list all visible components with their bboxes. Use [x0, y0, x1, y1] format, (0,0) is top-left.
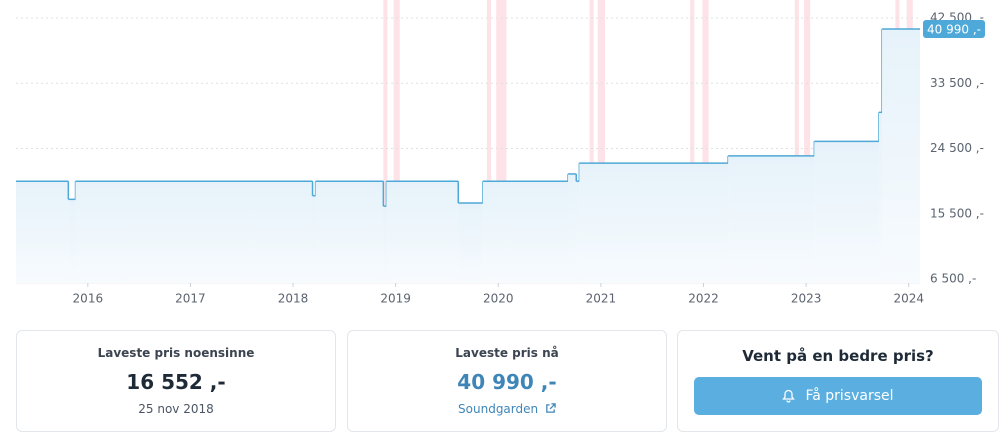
x-tick-label: 2021: [586, 292, 617, 306]
sale-band: [383, 0, 388, 283]
x-tick-label: 2022: [688, 292, 719, 306]
external-icon: [546, 403, 556, 413]
sale-band: [804, 0, 811, 283]
area-segment: [315, 181, 384, 283]
area-segment: [579, 163, 729, 283]
area-segment: [482, 181, 569, 283]
area-segment: [728, 155, 815, 283]
sale-band: [702, 0, 709, 283]
area-segment: [312, 195, 316, 283]
sale-band: [589, 0, 594, 283]
store-name[interactable]: Soundgarden: [458, 402, 539, 416]
alert-button[interactable]: Få prisvarsel: [694, 377, 982, 415]
x-tick-label: 2019: [380, 292, 411, 306]
area-segment: [16, 181, 69, 283]
y-tick-label: 33 500 ,-: [930, 76, 984, 90]
card-date: 25 nov 2018: [138, 402, 214, 416]
sale-band: [690, 0, 695, 283]
area-segment: [68, 199, 76, 283]
x-tick-label: 2018: [278, 292, 309, 306]
x-tick-label: 2017: [175, 292, 206, 306]
area-segment: [814, 141, 879, 283]
lowest-now-card: Laveste pris nå 40 990 ,- Soundgarden: [347, 330, 667, 432]
sale-band: [393, 0, 400, 283]
card-title: Laveste pris noensinne: [97, 346, 255, 360]
x-tick-label: 2020: [483, 292, 514, 306]
area-segment: [383, 206, 387, 283]
area-segment: [386, 181, 459, 283]
area-segment: [878, 112, 883, 283]
x-tick-label: 2024: [893, 292, 924, 306]
store-link[interactable]: Soundgarden: [348, 402, 666, 416]
y-tick-label: 6 500 ,-: [930, 272, 976, 286]
area-segment: [75, 181, 313, 283]
tag-box: [923, 19, 985, 38]
bell-icon: [782, 389, 796, 403]
current-price-tag: 40 990 ,-: [923, 19, 985, 38]
card-title: Laveste pris nå: [455, 346, 559, 360]
value-label: 40 990 ,-: [927, 22, 981, 36]
sale-band: [794, 0, 799, 283]
area-segment: [568, 173, 577, 283]
y-tick-label: 15 500 ,-: [930, 206, 984, 220]
y-tick-label: 24 500 ,-: [930, 141, 984, 155]
lowest-ever-card: Laveste pris noensinne 16 552 ,- 25 nov …: [16, 330, 336, 432]
alert-card: Vent på en bedre pris? Få prisvarsel: [677, 330, 999, 432]
x-tick-label: 2023: [791, 292, 822, 306]
sale-band: [486, 0, 492, 283]
sale-band: [597, 0, 605, 283]
button-label[interactable]: Få prisvarsel: [805, 388, 894, 404]
card-title: Vent på en bedre pris?: [742, 347, 934, 365]
price-chart: 6 500 ,-15 500 ,-24 500 ,-33 500 ,-42 50…: [16, 0, 985, 306]
card-value: 16 552 ,-: [126, 370, 226, 394]
card-value: 40 990 ,-: [457, 370, 557, 394]
area-segment: [576, 181, 580, 283]
sale-band: [496, 0, 507, 283]
x-tick-label: 2016: [73, 292, 104, 306]
area-segment: [882, 28, 920, 284]
area-segment: [458, 202, 483, 283]
